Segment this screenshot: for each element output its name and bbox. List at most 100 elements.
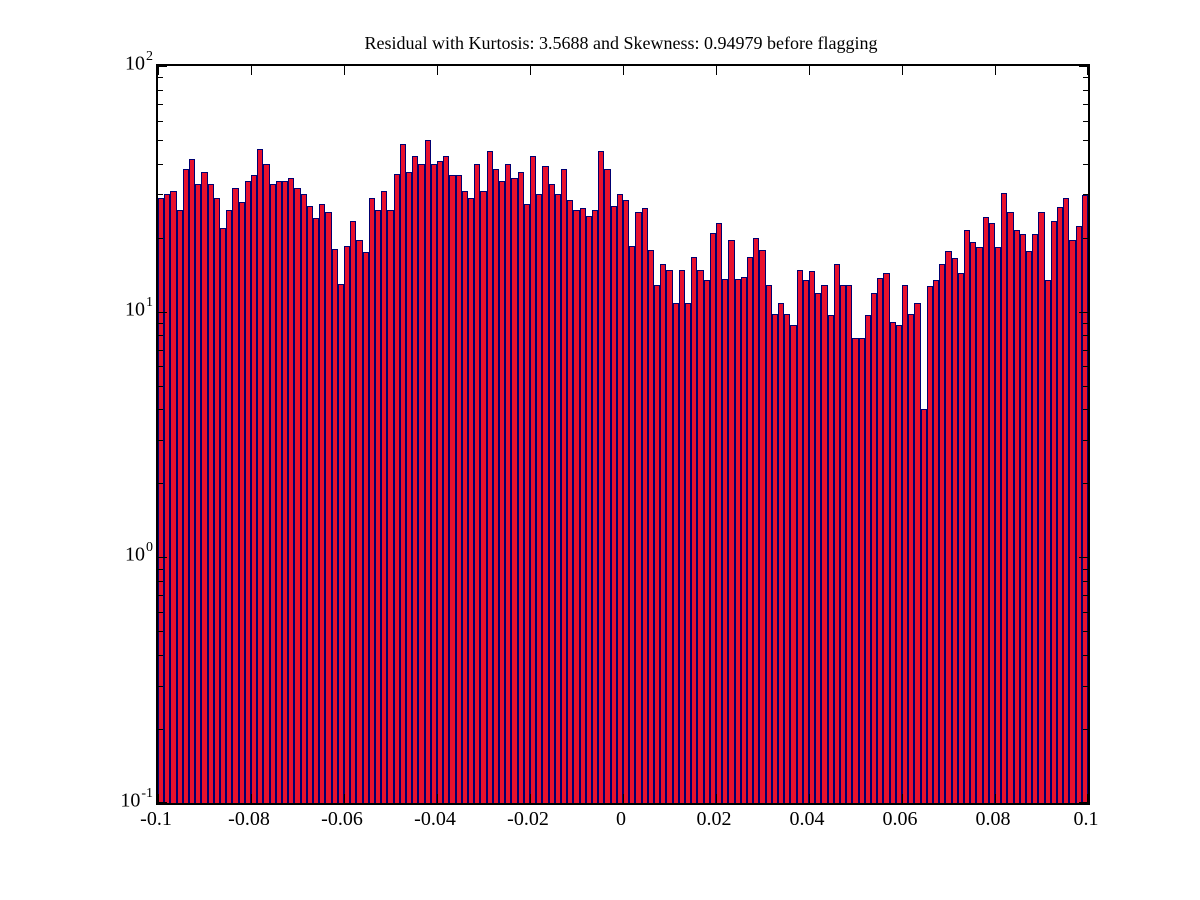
histogram-bar xyxy=(635,211,642,803)
y-axis-minor-tick xyxy=(1083,322,1088,324)
x-axis-tick xyxy=(344,794,345,803)
y-tick-exponent: 2 xyxy=(146,49,153,64)
histogram-bar xyxy=(257,148,264,803)
x-tick-label: 0.02 xyxy=(696,808,732,830)
y-axis-minor-tick xyxy=(1083,335,1088,337)
x-axis-tick xyxy=(995,794,996,803)
y-axis-minor-tick xyxy=(158,581,163,583)
histogram-bar xyxy=(375,209,382,803)
y-tick-base: 10 xyxy=(125,298,145,321)
x-tick-label: 0.04 xyxy=(789,808,825,830)
histogram-bar xyxy=(858,338,865,803)
x-tick-label: 0.1 xyxy=(1073,808,1099,830)
histogram-bar xyxy=(449,175,456,803)
histogram-bar xyxy=(709,232,716,803)
y-axis-tick xyxy=(158,557,167,559)
y-axis-minor-tick xyxy=(1083,595,1088,597)
y-axis-minor-tick xyxy=(158,163,163,165)
histogram-bar xyxy=(424,139,431,803)
histogram-bar xyxy=(678,269,685,803)
y-axis-minor-tick xyxy=(158,366,163,368)
y-axis-minor-tick xyxy=(158,335,163,337)
histogram-bar xyxy=(765,285,772,803)
histogram-bar xyxy=(251,175,258,803)
histogram-bar xyxy=(1050,221,1057,803)
histogram-bar xyxy=(771,313,778,803)
y-axis-minor-tick xyxy=(158,237,163,239)
y-tick-label: 100 xyxy=(92,541,153,565)
x-tick-label: -0.02 xyxy=(507,808,549,830)
x-tick-label: 0 xyxy=(616,808,626,830)
histogram-bar xyxy=(244,181,251,803)
histogram-bar xyxy=(995,247,1002,803)
histogram-bar xyxy=(926,286,933,803)
histogram-bar xyxy=(1063,198,1070,803)
histogram-bar xyxy=(970,242,977,803)
y-axis-tick xyxy=(158,802,167,803)
y-axis-minor-tick xyxy=(158,89,163,91)
y-axis-minor-tick xyxy=(158,611,163,613)
y-axis-minor-tick xyxy=(158,595,163,597)
histogram-bar xyxy=(294,187,301,803)
y-tick-label: 102 xyxy=(92,49,153,74)
histogram-bar xyxy=(474,163,481,803)
histogram-bar xyxy=(728,239,735,803)
histogram-bar xyxy=(412,156,419,803)
histogram-bar xyxy=(362,251,369,803)
histogram-bar xyxy=(629,246,636,803)
histogram-bar xyxy=(1019,234,1026,803)
histogram-bar xyxy=(598,151,605,803)
y-axis-minor-tick xyxy=(1083,729,1088,731)
histogram-bar xyxy=(561,169,568,803)
y-axis-minor-tick xyxy=(158,139,163,141)
y-tick-exponent: -1 xyxy=(141,786,153,801)
y-axis-minor-tick xyxy=(158,322,163,324)
histogram-bar xyxy=(387,209,394,803)
histogram-bar xyxy=(189,158,196,803)
y-axis-minor-tick xyxy=(1083,77,1088,79)
histogram-bar xyxy=(350,220,357,803)
y-axis-minor-tick xyxy=(1083,440,1088,442)
bars-container xyxy=(158,66,1088,803)
x-tick-label: 0.08 xyxy=(975,808,1011,830)
histogram-bar xyxy=(592,209,599,803)
x-axis-tick xyxy=(158,794,159,803)
histogram-bar xyxy=(623,199,630,803)
histogram-bar xyxy=(220,227,227,803)
histogram-bar xyxy=(505,163,512,803)
histogram-bar xyxy=(691,256,698,803)
histogram-bar xyxy=(226,209,233,803)
histogram-bar xyxy=(486,151,493,803)
chart-title: Residual with Kurtosis: 3.5688 and Skewn… xyxy=(364,33,878,53)
histogram-bar xyxy=(499,181,506,803)
x-axis-tick xyxy=(251,794,252,803)
histogram-bar xyxy=(1013,229,1020,803)
histogram-bar xyxy=(263,163,270,803)
histogram-bar xyxy=(238,201,245,803)
histogram-bar xyxy=(616,194,623,803)
y-tick-exponent: 1 xyxy=(146,294,153,310)
histogram-bar xyxy=(1081,195,1088,803)
y-axis-minor-tick xyxy=(158,631,163,633)
histogram-bar xyxy=(871,293,878,803)
y-axis-minor-tick xyxy=(1083,120,1088,122)
y-tick-label: 101 xyxy=(92,294,153,321)
histogram-bar xyxy=(406,172,413,803)
histogram-bar xyxy=(492,169,499,803)
y-tick-base: 10 xyxy=(120,789,141,812)
histogram-bar xyxy=(288,178,295,803)
histogram-bar xyxy=(344,246,351,803)
histogram-bar xyxy=(170,190,177,803)
histogram-bar xyxy=(176,209,183,803)
histogram-bar xyxy=(542,166,549,803)
histogram-bar xyxy=(864,314,871,803)
histogram-bar xyxy=(641,207,648,803)
histogram-bar xyxy=(461,190,468,803)
histogram-bar xyxy=(319,203,326,803)
histogram-bar xyxy=(895,325,902,803)
histogram-bar xyxy=(356,240,363,803)
y-axis-minor-tick xyxy=(1083,237,1088,239)
histogram-bar xyxy=(1038,211,1045,803)
x-axis-tick xyxy=(251,66,252,75)
histogram-bar xyxy=(790,325,797,803)
